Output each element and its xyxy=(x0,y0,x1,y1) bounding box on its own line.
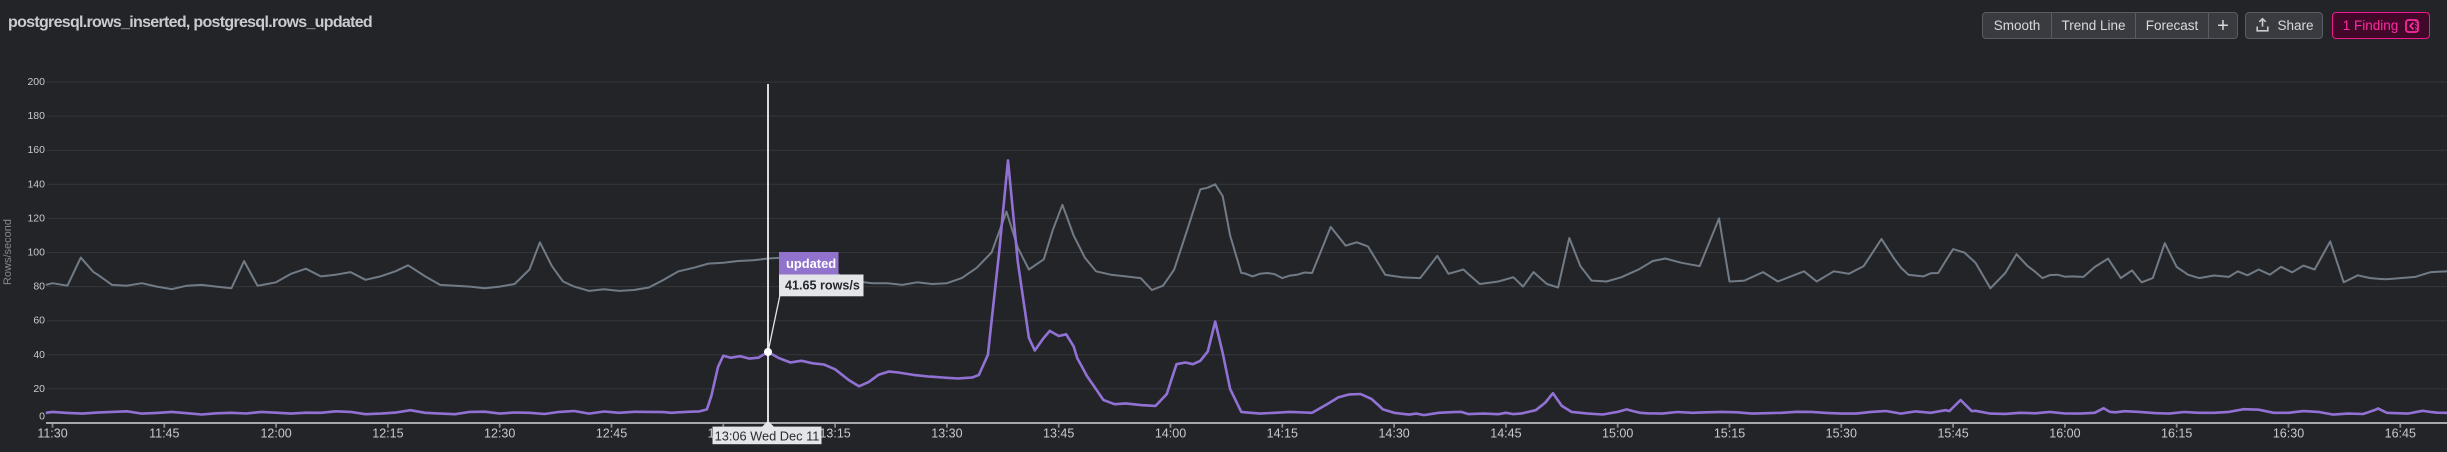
svg-text:200: 200 xyxy=(27,76,45,88)
svg-text:Rows/second: Rows/second xyxy=(2,219,14,285)
svg-text:13:06 Wed Dec 11: 13:06 Wed Dec 11 xyxy=(715,429,820,444)
svg-text:13:45: 13:45 xyxy=(1043,426,1074,440)
svg-text:12:00: 12:00 xyxy=(260,426,291,440)
svg-text:40: 40 xyxy=(33,349,45,361)
svg-text:0: 0 xyxy=(39,411,45,423)
svg-text:180: 180 xyxy=(27,110,45,122)
svg-text:11:30: 11:30 xyxy=(37,426,67,440)
svg-text:13:30: 13:30 xyxy=(931,426,962,440)
svg-text:12:15: 12:15 xyxy=(372,426,403,440)
svg-text:15:00: 15:00 xyxy=(1602,426,1633,440)
svg-text:160: 160 xyxy=(27,144,45,156)
svg-text:13:15: 13:15 xyxy=(819,426,850,440)
svg-text:16:45: 16:45 xyxy=(2385,426,2416,440)
svg-text:14:45: 14:45 xyxy=(1490,426,1521,440)
svg-text:15:45: 15:45 xyxy=(1937,426,1968,440)
svg-text:15:30: 15:30 xyxy=(1826,426,1857,440)
svg-text:14:15: 14:15 xyxy=(1267,426,1298,440)
svg-text:60: 60 xyxy=(33,315,45,327)
svg-text:80: 80 xyxy=(33,281,45,293)
svg-text:16:15: 16:15 xyxy=(2161,426,2192,440)
svg-text:41.65 rows/s: 41.65 rows/s xyxy=(785,279,860,293)
svg-text:20: 20 xyxy=(33,383,45,395)
svg-text:16:30: 16:30 xyxy=(2273,426,2304,440)
svg-text:15:15: 15:15 xyxy=(1714,426,1745,440)
svg-text:11:45: 11:45 xyxy=(149,426,179,440)
svg-text:140: 140 xyxy=(27,178,45,190)
svg-text:16:00: 16:00 xyxy=(2049,426,2080,440)
svg-text:12:45: 12:45 xyxy=(596,426,627,440)
svg-text:120: 120 xyxy=(27,212,45,224)
svg-text:12:30: 12:30 xyxy=(484,426,515,440)
svg-text:updated: updated xyxy=(786,256,836,271)
svg-text:14:00: 14:00 xyxy=(1155,426,1186,440)
svg-text:14:30: 14:30 xyxy=(1378,426,1409,440)
svg-text:100: 100 xyxy=(27,247,45,259)
